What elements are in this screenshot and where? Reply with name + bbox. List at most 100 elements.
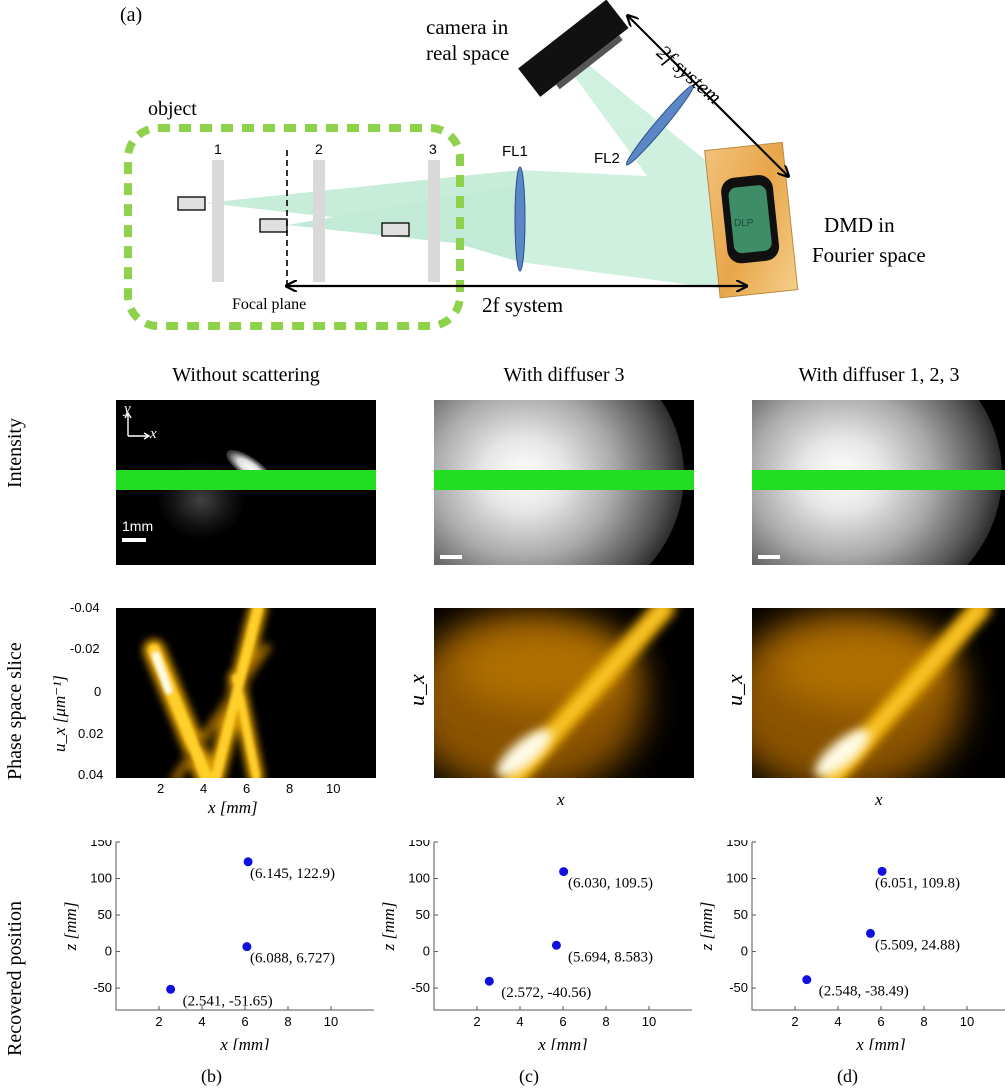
intensity-band-c <box>434 470 694 490</box>
scale-bar <box>122 538 146 542</box>
data-label-b-0: (6.145, 122.9) <box>250 866 335 882</box>
xtick-label-d-1: 4 <box>834 1014 841 1029</box>
xtick-label-b-1: 4 <box>198 1014 205 1029</box>
ytick-label-d-3: 100 <box>726 871 748 886</box>
dmd-label: DMD in Fourier space <box>812 213 926 267</box>
xlabel-b: x [mm] <box>219 1035 270 1050</box>
xtick-label-c-0: 2 <box>473 1014 480 1029</box>
ytick-label-c-2: 50 <box>416 907 430 922</box>
xtick-label-b-4: 10 <box>324 1014 338 1029</box>
phase-ytick-1: -0.04 <box>70 600 100 615</box>
data-label-d-2: (2.548, -38.49) <box>819 984 909 1000</box>
ytick-label-c-1: 0 <box>423 944 430 959</box>
data-label-d-0: (6.051, 109.8) <box>875 875 960 891</box>
row-label-intensity: Intensity <box>4 418 26 488</box>
phase-ylabel-b: u_x [μm⁻¹] <box>50 675 69 752</box>
data-point-b-1 <box>242 942 252 952</box>
ytick-label-d-1: 0 <box>741 944 748 959</box>
sublabel-c: (c) <box>519 1066 539 1086</box>
data-point-c-2 <box>484 976 494 986</box>
phase-ytick-3: 0 <box>94 684 102 699</box>
data-point-d-2 <box>802 975 812 985</box>
ylabel-c: z [mm] <box>379 902 398 952</box>
intensity-band-b <box>116 470 376 490</box>
axes-b <box>115 842 374 1011</box>
diffuser-2 <box>313 160 325 282</box>
phase-xlabel-d: x <box>875 790 883 809</box>
xtick-label-d-4: 10 <box>960 1014 974 1029</box>
xtick-label-b-2: 6 <box>241 1014 248 1029</box>
light-beams <box>205 62 730 290</box>
xy-axis-indicator <box>124 411 151 440</box>
data-label-c-1: (5.694, 8.583) <box>568 949 653 965</box>
xlabel-d: x [mm] <box>855 1035 906 1050</box>
object-label: object <box>148 98 197 120</box>
phase-ytick-4: 0.02 <box>78 726 104 741</box>
data-point-b-0 <box>243 857 253 867</box>
phase-xtick-2: 4 <box>200 781 208 796</box>
phase-ylabel-d: u_x <box>722 674 747 706</box>
ytick-label-c-4: 150 <box>408 840 430 849</box>
panel-label-a: (a) <box>120 4 143 26</box>
phase-ytick-5: 0.04 <box>78 767 104 782</box>
data-label-c-2: (2.572, -40.56) <box>501 985 591 1001</box>
diffuser-1 <box>212 160 224 282</box>
xtick-label-d-0: 2 <box>791 1014 798 1029</box>
phase-xtick-5: 10 <box>326 781 341 796</box>
object-box <box>124 124 464 330</box>
column-title-c: With diffuser 3 <box>503 364 625 386</box>
ytick-label-b-0: -50 <box>93 980 112 995</box>
data-point-c-1 <box>551 940 561 950</box>
xlabel-c: x [mm] <box>537 1035 588 1050</box>
ytick-label-b-1: 0 <box>105 944 112 959</box>
row-label-recovered: Recovered position <box>4 901 26 1056</box>
phase-image-c <box>434 608 694 778</box>
diffuser-label-1: 1 <box>214 141 222 157</box>
ytick-label-b-3: 100 <box>90 871 112 886</box>
axis-y-label: y <box>124 401 131 417</box>
intensity-band-d <box>752 470 1005 490</box>
scatter-chart-d: -50 0 50 100 150 2 4 6 8 10 x [mm] z [mm] (6.051, 10… <box>697 840 1005 1050</box>
phase-image-d <box>752 608 1005 778</box>
phase-xtick-4: 8 <box>286 781 294 796</box>
xtick-label-d-2: 6 <box>877 1014 884 1029</box>
twof-top-arrow <box>628 16 788 176</box>
focal-plane-label: Focal plane <box>232 296 307 313</box>
ytick-label-d-0: -50 <box>729 980 748 995</box>
scatter-chart-b: -50 0 50 100 150 2 4 6 8 10 x [mm] z [mm] (6.145, 12… <box>61 840 374 1050</box>
ytick-label-c-3: 100 <box>408 871 430 886</box>
data-label-d-1: (5.509, 24.88) <box>875 937 960 953</box>
dmd-device <box>704 141 799 299</box>
xtick-label-b-3: 8 <box>284 1014 291 1029</box>
camera-label: camera in real space <box>426 15 510 65</box>
ytick-label-c-0: -50 <box>411 980 430 995</box>
phase-image-b <box>116 608 376 778</box>
xtick-label-c-2: 6 <box>559 1014 566 1029</box>
phase-xtick-3: 6 <box>243 781 251 796</box>
phase-xlabel-c: x <box>557 790 565 809</box>
diffuser-label-3: 3 <box>429 141 437 157</box>
data-label-b-1: (6.088, 6.727) <box>250 951 335 967</box>
intensity-image-c <box>434 400 694 565</box>
data-point-d-0 <box>877 866 887 876</box>
camera-body <box>518 0 629 97</box>
xtick-label-c-1: 4 <box>516 1014 523 1029</box>
object-rect-1 <box>177 196 206 211</box>
xtick-label-b-0: 2 <box>155 1014 162 1029</box>
object-rect-3 <box>381 222 410 237</box>
scatter-chart-c: -50 0 50 100 150 2 4 6 8 10 x [mm] z [mm] (6.030, 10… <box>379 840 692 1050</box>
ylabel-d: z [mm] <box>697 902 716 952</box>
ytick-label-d-2: 50 <box>734 907 748 922</box>
column-title-d: With diffuser 1, 2, 3 <box>798 364 960 386</box>
sublabel-d: (d) <box>837 1066 858 1086</box>
ytick-label-b-4: 150 <box>90 840 112 849</box>
diffuser-label-2: 2 <box>315 141 323 157</box>
ylabel-b: z [mm] <box>61 902 80 952</box>
twof-bottom-label: 2f system <box>482 293 564 317</box>
scale-bar-label: 1mm <box>122 518 154 534</box>
phase-xtick-1: 2 <box>157 781 165 796</box>
axis-x-label: x <box>150 426 157 442</box>
intensity-image-b: 1mm y x <box>116 400 376 565</box>
lens-fl1-label: FL1 <box>502 143 528 160</box>
lens-fl1 <box>514 166 526 272</box>
